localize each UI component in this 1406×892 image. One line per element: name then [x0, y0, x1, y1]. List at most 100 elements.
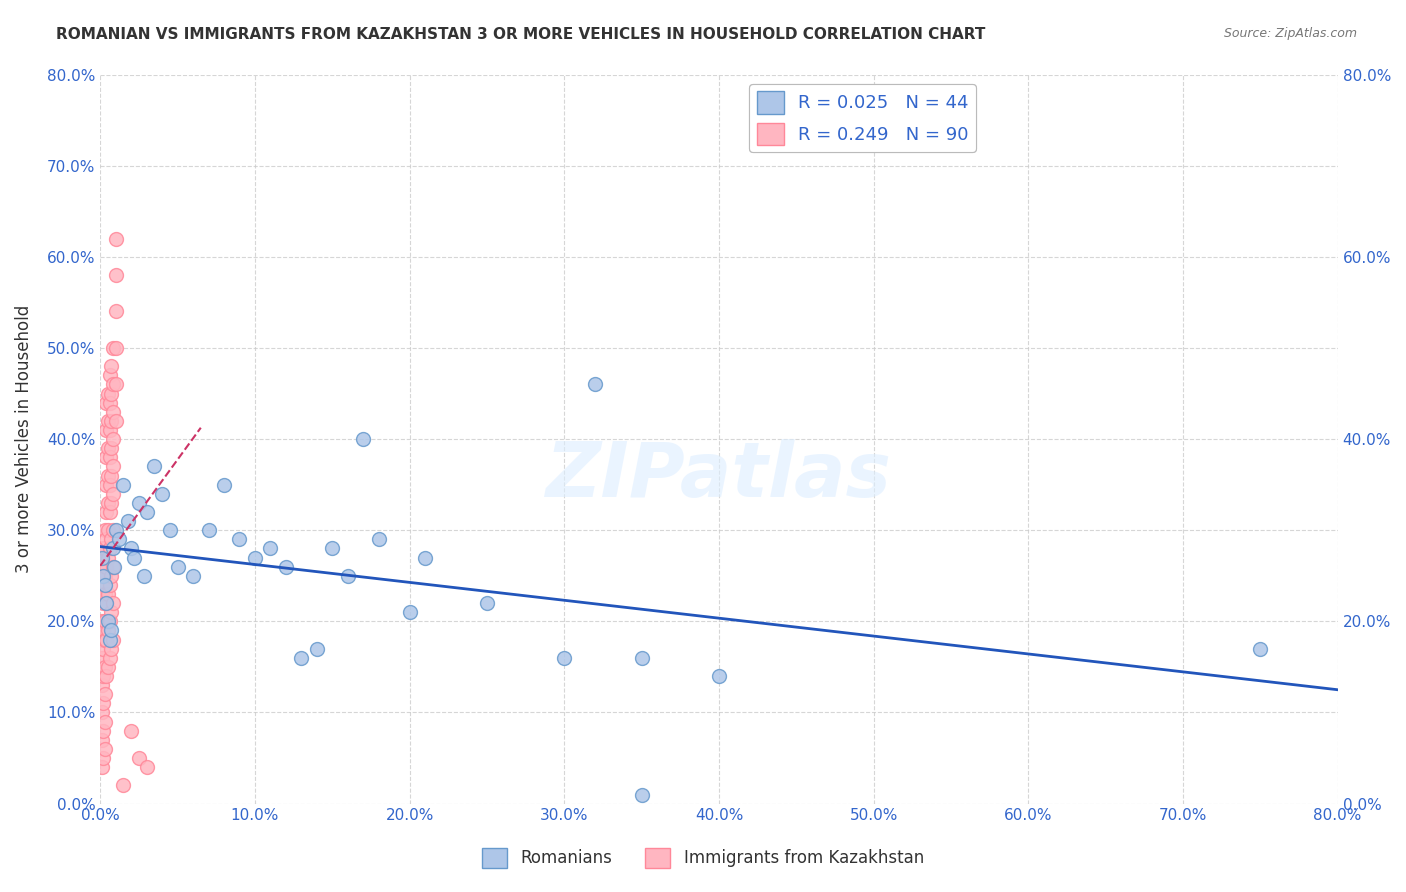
Point — [98, 477, 121, 491]
Point — [93, 596, 115, 610]
Point — [96, 596, 118, 610]
Point — [101, 523, 124, 537]
Point — [104, 231, 127, 245]
Point — [135, 505, 157, 519]
Point — [101, 459, 124, 474]
Point — [243, 550, 266, 565]
Point — [94, 523, 117, 537]
Point — [104, 341, 127, 355]
Point — [98, 541, 121, 556]
Point — [101, 559, 124, 574]
Point — [352, 432, 374, 446]
Point — [398, 605, 420, 619]
Point — [94, 714, 117, 729]
Point — [97, 441, 120, 455]
Point — [90, 732, 112, 747]
Point — [101, 341, 124, 355]
Point — [120, 723, 142, 738]
Point — [98, 368, 121, 383]
Point — [94, 615, 117, 629]
Point — [96, 450, 118, 465]
Point — [97, 523, 120, 537]
Point — [150, 487, 173, 501]
Point — [181, 568, 204, 582]
Point — [112, 477, 135, 491]
Point — [96, 669, 118, 683]
Point — [274, 559, 297, 574]
Point — [94, 541, 117, 556]
Point — [100, 468, 122, 483]
Point — [98, 450, 121, 465]
Point — [90, 550, 112, 565]
Point — [103, 559, 125, 574]
Point — [94, 742, 117, 756]
Point — [583, 377, 606, 392]
Point — [93, 751, 115, 765]
Point — [630, 650, 652, 665]
Point — [90, 587, 112, 601]
Point — [93, 669, 115, 683]
Y-axis label: 3 or more Vehicles in Household: 3 or more Vehicles in Household — [15, 305, 32, 574]
Point — [707, 669, 730, 683]
Point — [166, 559, 188, 574]
Point — [100, 605, 122, 619]
Point — [259, 541, 281, 556]
Point — [104, 523, 127, 537]
Point — [101, 632, 124, 647]
Point — [97, 496, 120, 510]
Point — [93, 723, 115, 738]
Point — [94, 632, 117, 647]
Text: ZIPatlas: ZIPatlas — [546, 439, 891, 513]
Point — [94, 578, 117, 592]
Point — [101, 541, 124, 556]
Point — [100, 568, 122, 582]
Point — [117, 514, 139, 528]
Point — [100, 441, 122, 455]
Point — [101, 596, 124, 610]
Point — [159, 523, 181, 537]
Point — [90, 678, 112, 692]
Point — [101, 432, 124, 446]
Point — [212, 477, 235, 491]
Point — [97, 587, 120, 601]
Point — [98, 615, 121, 629]
Point — [104, 377, 127, 392]
Point — [90, 760, 112, 774]
Point — [93, 641, 115, 656]
Point — [100, 386, 122, 401]
Point — [97, 624, 120, 638]
Point — [100, 496, 122, 510]
Point — [94, 587, 117, 601]
Point — [97, 615, 120, 629]
Point — [553, 650, 575, 665]
Point — [98, 423, 121, 437]
Point — [93, 541, 115, 556]
Point — [475, 596, 498, 610]
Point — [100, 414, 122, 428]
Legend: R = 0.025   N = 44, R = 0.249   N = 90: R = 0.025 N = 44, R = 0.249 N = 90 — [749, 84, 976, 152]
Point — [93, 568, 115, 582]
Point — [132, 568, 155, 582]
Point — [98, 650, 121, 665]
Point — [97, 550, 120, 565]
Point — [100, 359, 122, 373]
Point — [128, 751, 150, 765]
Point — [98, 632, 121, 647]
Point — [90, 706, 112, 720]
Point — [96, 559, 118, 574]
Point — [135, 760, 157, 774]
Point — [100, 641, 122, 656]
Point — [90, 632, 112, 647]
Legend: Romanians, Immigrants from Kazakhstan: Romanians, Immigrants from Kazakhstan — [475, 841, 931, 875]
Point — [97, 660, 120, 674]
Point — [367, 533, 389, 547]
Point — [97, 468, 120, 483]
Point — [100, 624, 122, 638]
Point — [336, 568, 359, 582]
Point — [97, 386, 120, 401]
Point — [305, 641, 328, 656]
Point — [101, 377, 124, 392]
Point — [413, 550, 436, 565]
Point — [321, 541, 343, 556]
Point — [1249, 641, 1271, 656]
